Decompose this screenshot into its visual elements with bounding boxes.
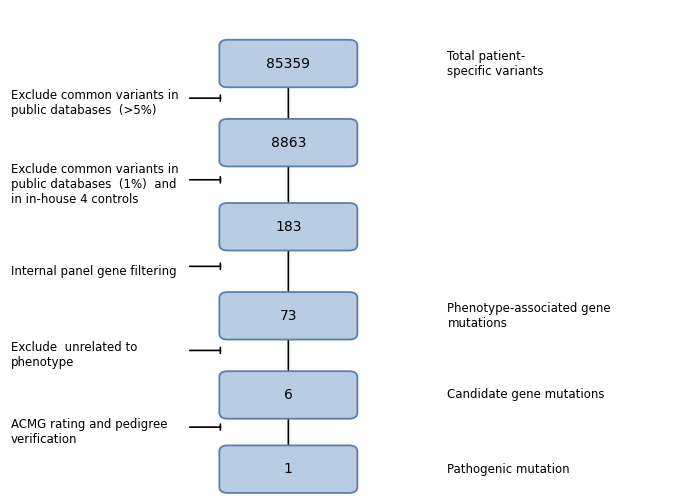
Text: ACMG rating and pedigree
verification: ACMG rating and pedigree verification xyxy=(11,418,167,446)
Text: 8863: 8863 xyxy=(271,136,306,150)
Text: 183: 183 xyxy=(275,220,301,234)
Text: Exclude  unrelated to
phenotype: Exclude unrelated to phenotype xyxy=(11,342,137,369)
FancyBboxPatch shape xyxy=(219,446,358,493)
FancyBboxPatch shape xyxy=(219,40,358,88)
Text: Phenotype-associated gene
mutations: Phenotype-associated gene mutations xyxy=(447,302,611,330)
FancyBboxPatch shape xyxy=(219,203,358,250)
Text: 85359: 85359 xyxy=(266,56,310,70)
FancyBboxPatch shape xyxy=(219,371,358,418)
FancyBboxPatch shape xyxy=(219,119,358,166)
Text: 1: 1 xyxy=(284,462,292,476)
Text: Exclude common variants in
public databases  (>5%): Exclude common variants in public databa… xyxy=(11,89,179,117)
Text: 73: 73 xyxy=(279,309,297,323)
Text: 6: 6 xyxy=(284,388,292,402)
FancyBboxPatch shape xyxy=(219,292,358,340)
Text: Exclude common variants in
public databases  (1%)  and
in in-house 4 controls: Exclude common variants in public databa… xyxy=(11,163,179,206)
Text: Candidate gene mutations: Candidate gene mutations xyxy=(447,388,605,401)
Text: Pathogenic mutation: Pathogenic mutation xyxy=(447,463,570,476)
Text: Total patient-
specific variants: Total patient- specific variants xyxy=(447,49,544,77)
Text: Internal panel gene filtering: Internal panel gene filtering xyxy=(11,265,177,278)
